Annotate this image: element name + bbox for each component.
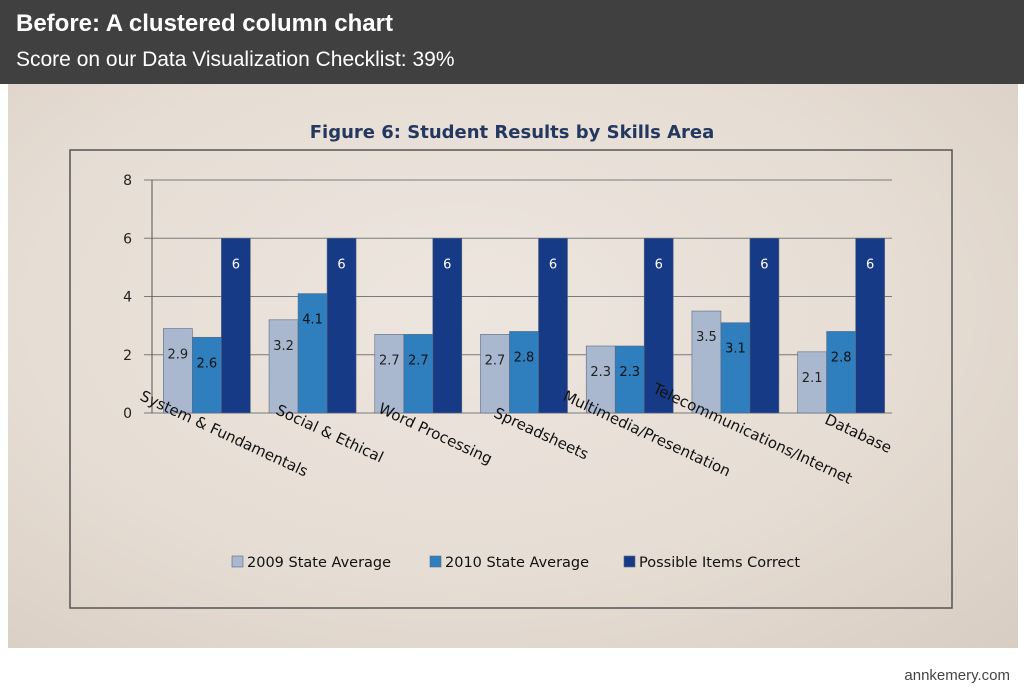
legend-swatch <box>231 555 244 568</box>
data-label: 6 <box>549 257 557 272</box>
bar <box>221 237 251 414</box>
legend-label: Possible Items Correct <box>639 555 800 571</box>
credit-text: annkemery.com <box>904 667 1010 684</box>
data-label: 3.2 <box>273 339 294 354</box>
x-tick-label: Database <box>822 410 894 457</box>
data-label: 2.8 <box>514 350 535 365</box>
slide-title: Before: A clustered column chart <box>16 10 393 37</box>
data-label: 2.7 <box>408 353 429 368</box>
data-label: 6 <box>760 257 768 272</box>
data-label: 2.7 <box>485 353 506 368</box>
bar <box>691 310 722 414</box>
bar <box>749 237 780 414</box>
chart-title: Figure 6: Student Results by Skills Area <box>310 122 715 143</box>
bar <box>855 237 885 414</box>
data-label: 2.3 <box>619 365 640 380</box>
y-tick-label: 6 <box>123 231 132 247</box>
bar <box>480 334 510 414</box>
data-label: 6 <box>866 257 874 272</box>
data-label: 3.5 <box>696 330 717 345</box>
bar <box>192 336 222 414</box>
bar <box>432 237 463 414</box>
data-label: 6 <box>655 257 663 272</box>
legend-label: 2010 State Average <box>445 555 589 571</box>
bar <box>268 319 299 414</box>
data-label: 2.3 <box>590 365 611 380</box>
bar <box>538 237 568 414</box>
bar <box>720 322 751 414</box>
y-tick-label: 4 <box>123 290 132 306</box>
chart-frame <box>69 149 953 609</box>
bar <box>643 237 674 414</box>
data-label: 2.8 <box>831 350 852 365</box>
y-tick-label: 2 <box>123 348 132 364</box>
bar <box>403 334 434 414</box>
data-label: 2.1 <box>802 371 823 386</box>
bar <box>797 351 827 414</box>
data-label: 6 <box>337 257 345 272</box>
bar <box>297 293 328 414</box>
bar <box>826 331 856 414</box>
slide-header: Before: A clustered column chart Score o… <box>0 0 1024 84</box>
bar <box>163 328 193 414</box>
slide-subtitle: Score on our Data Visualization Checklis… <box>16 48 455 71</box>
bar <box>614 345 645 414</box>
data-label: 3.1 <box>725 342 746 357</box>
legend-label: 2009 State Average <box>247 555 391 571</box>
bar <box>585 345 616 414</box>
legend-swatch <box>623 555 636 568</box>
y-tick-label: 8 <box>123 173 132 189</box>
data-label: 4.1 <box>302 313 323 328</box>
legend-swatch <box>429 555 442 568</box>
data-label: 2.9 <box>168 348 189 363</box>
data-label: 6 <box>232 257 240 272</box>
bar <box>509 331 539 414</box>
y-tick-label: 0 <box>123 406 132 422</box>
data-label: 2.6 <box>197 356 218 371</box>
bar <box>326 237 357 414</box>
bar <box>374 334 405 414</box>
data-label: 6 <box>443 257 451 272</box>
data-label: 2.7 <box>379 353 400 368</box>
